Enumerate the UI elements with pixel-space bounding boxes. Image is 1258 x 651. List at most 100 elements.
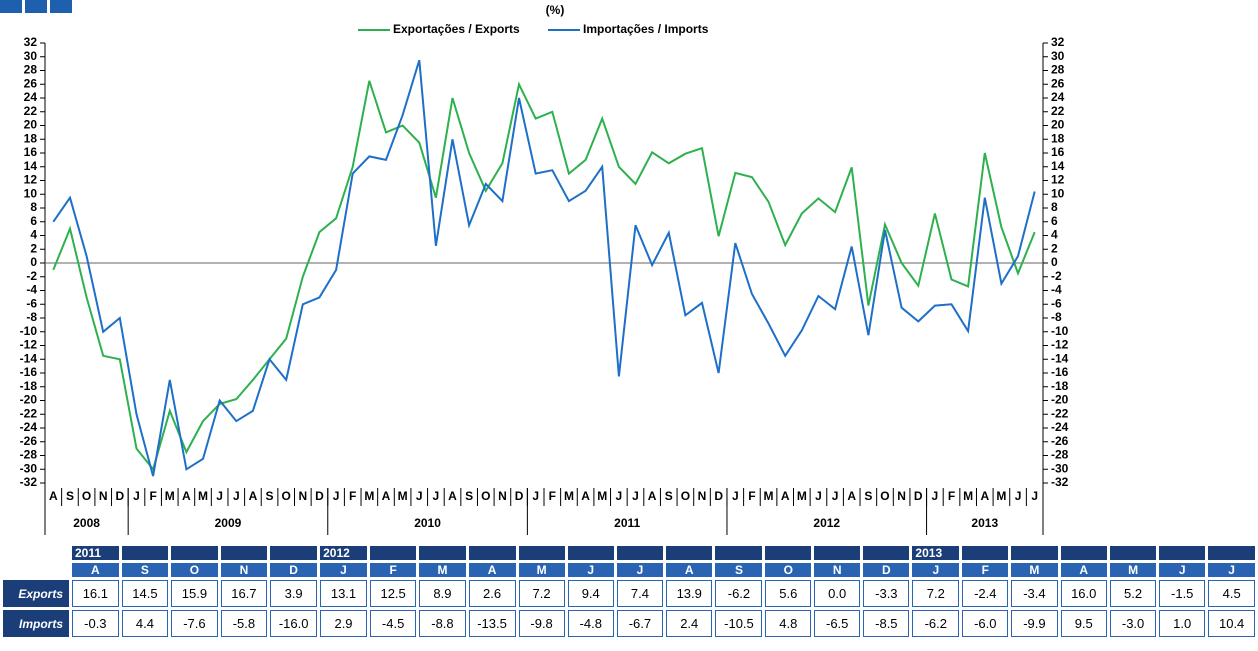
y-tick-label: -22 bbox=[1051, 406, 1069, 420]
table-cell: 14.5 bbox=[121, 580, 169, 607]
year-header bbox=[863, 546, 910, 560]
month-header: M bbox=[1011, 563, 1058, 577]
blank-cell bbox=[3, 546, 69, 560]
x-tick-label: M bbox=[398, 489, 408, 503]
year-header bbox=[468, 546, 516, 560]
y-tick-label: -24 bbox=[1051, 420, 1069, 434]
y-tick-label: -32 bbox=[1051, 475, 1069, 489]
y-tick-label: 16 bbox=[1051, 145, 1065, 159]
month-header: J bbox=[567, 563, 614, 577]
x-tick-label: N bbox=[99, 489, 108, 503]
x-tick-label: J bbox=[532, 489, 539, 503]
y-tick-label: 26 bbox=[24, 76, 38, 90]
month-header: O bbox=[171, 563, 218, 577]
x-tick-label: A bbox=[182, 489, 191, 503]
y-tick-label: 2 bbox=[1051, 241, 1058, 255]
y-tick-label: -20 bbox=[20, 393, 38, 407]
y-tick-label: 0 bbox=[30, 255, 37, 269]
table-cell: 1.0 bbox=[1159, 610, 1206, 637]
year-header bbox=[814, 546, 861, 560]
x-tick-label: S bbox=[66, 489, 74, 503]
y-tick-label: 14 bbox=[24, 159, 38, 173]
y-tick-label: -2 bbox=[1051, 269, 1062, 283]
month-header: J bbox=[616, 563, 663, 577]
y-tick-label: -32 bbox=[20, 475, 38, 489]
x-tick-label: A bbox=[581, 489, 590, 503]
x-tick-label: J bbox=[233, 489, 240, 503]
y-tick-label: 12 bbox=[24, 173, 38, 187]
table-cell: -8.8 bbox=[419, 610, 466, 637]
y-tick-label: -12 bbox=[20, 338, 38, 352]
y-tick-label: 18 bbox=[24, 131, 38, 145]
year-header bbox=[962, 546, 1009, 560]
month-header: D bbox=[863, 563, 910, 577]
y-tick-label: 12 bbox=[1051, 173, 1065, 187]
y-tick-label: -10 bbox=[1051, 324, 1069, 338]
year-label: 2012 bbox=[813, 516, 840, 530]
table-cell: -9.9 bbox=[1011, 610, 1058, 637]
y-tick-label: 18 bbox=[1051, 131, 1065, 145]
y-tick-label: -6 bbox=[1051, 296, 1062, 310]
x-tick-label: D bbox=[116, 489, 125, 503]
month-header: M bbox=[518, 563, 565, 577]
y-tick-label: 28 bbox=[24, 63, 38, 77]
table-cell: -6.2 bbox=[912, 610, 960, 637]
year-header bbox=[765, 546, 812, 560]
y-tick-label: 6 bbox=[30, 214, 37, 228]
table-cell: -13.5 bbox=[468, 610, 516, 637]
y-tick-label: -20 bbox=[1051, 393, 1069, 407]
table-cell: -4.5 bbox=[369, 610, 417, 637]
x-tick-label: S bbox=[465, 489, 473, 503]
legend-label: Exportações / Exports bbox=[393, 22, 520, 36]
table-cell: 12.5 bbox=[369, 580, 417, 607]
year-header: 2011 bbox=[72, 546, 119, 560]
table-cell: -3.0 bbox=[1109, 610, 1157, 637]
x-tick-label: A bbox=[382, 489, 391, 503]
x-tick-label: S bbox=[864, 489, 872, 503]
table-cell: 13.1 bbox=[320, 580, 367, 607]
table-cell: 16.7 bbox=[220, 580, 268, 607]
y-tick-label: -6 bbox=[26, 296, 37, 310]
blank-cell bbox=[3, 563, 69, 577]
month-header: A bbox=[72, 563, 119, 577]
y-tick-label: -26 bbox=[20, 434, 38, 448]
month-header: N bbox=[220, 563, 268, 577]
table-cell: 0.0 bbox=[814, 580, 861, 607]
x-tick-label: O bbox=[880, 489, 889, 503]
x-tick-label: O bbox=[681, 489, 690, 503]
x-tick-label: J bbox=[815, 489, 822, 503]
y-tick-label: 8 bbox=[1051, 200, 1058, 214]
x-tick-label: M bbox=[597, 489, 607, 503]
table-cell: 13.9 bbox=[665, 580, 713, 607]
y-tick-label: 22 bbox=[1051, 104, 1065, 118]
table-cell: -6.7 bbox=[616, 610, 663, 637]
month-header: O bbox=[765, 563, 812, 577]
x-tick-label: A bbox=[448, 489, 457, 503]
x-tick-label: A bbox=[847, 489, 856, 503]
y-tick-label: 4 bbox=[1051, 228, 1058, 242]
year-header bbox=[270, 546, 318, 560]
table-cell: 15.9 bbox=[171, 580, 218, 607]
year-header bbox=[1208, 546, 1255, 560]
y-tick-label: 30 bbox=[24, 49, 38, 63]
x-tick-label: A bbox=[249, 489, 258, 503]
x-tick-label: S bbox=[266, 489, 274, 503]
decor bbox=[0, 0, 22, 13]
month-header: A bbox=[665, 563, 713, 577]
table-cell: -16.0 bbox=[270, 610, 318, 637]
table-cell: 2.6 bbox=[468, 580, 516, 607]
table-cell: -2.4 bbox=[962, 580, 1009, 607]
table-cell: -0.3 bbox=[72, 610, 119, 637]
table-cell: -1.5 bbox=[1159, 580, 1206, 607]
y-tick-label: 16 bbox=[24, 145, 38, 159]
table-cell: -5.8 bbox=[220, 610, 268, 637]
y-tick-label: -30 bbox=[1051, 461, 1069, 475]
month-header: J bbox=[912, 563, 960, 577]
table-cell: 3.9 bbox=[270, 580, 318, 607]
x-tick-label: F bbox=[748, 489, 755, 503]
y-tick-label: 30 bbox=[1051, 49, 1065, 63]
y-tick-label: 10 bbox=[1051, 186, 1065, 200]
month-header: J bbox=[320, 563, 367, 577]
